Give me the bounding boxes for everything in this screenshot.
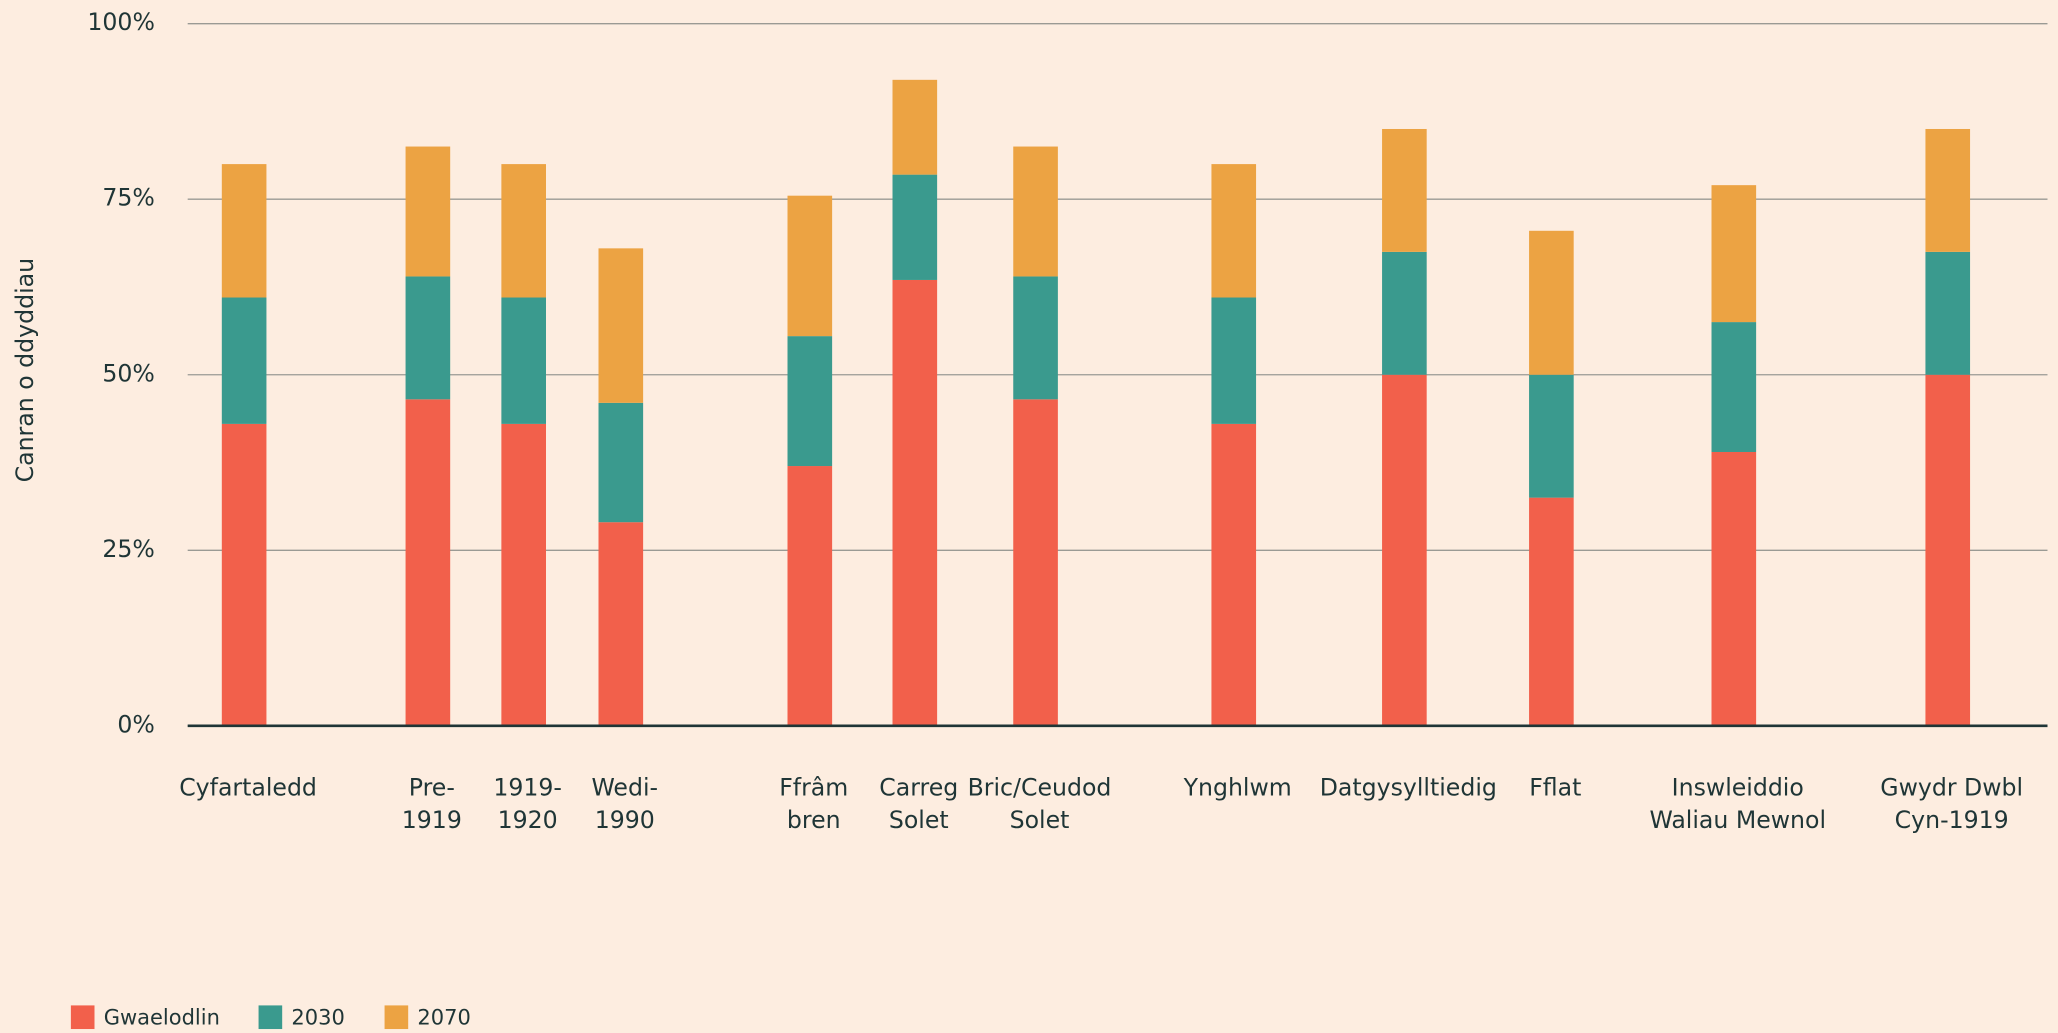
bar-segment	[1529, 497, 1574, 726]
bar-segment	[405, 146, 451, 277]
bar-segment	[1925, 128, 1971, 252]
x-tick-label: Cyn-1919	[1895, 806, 2009, 834]
bar-segment	[787, 195, 833, 337]
x-tick-label: Solet	[889, 806, 949, 834]
bar-segment	[1211, 164, 1257, 298]
bar-segment	[1382, 251, 1427, 375]
legend-swatch	[258, 1005, 283, 1030]
bar-segment	[405, 399, 451, 726]
legend-swatch	[70, 1005, 95, 1030]
x-tick-label: Bric/Ceudod	[968, 773, 1112, 801]
bar-segment	[892, 79, 938, 175]
x-tick-label: 1990	[595, 806, 655, 834]
bar-segment	[1711, 451, 1757, 726]
x-tick-label: Waliau Mewnol	[1649, 806, 1826, 834]
y-tick-label: 75%	[102, 184, 154, 212]
bar-segment	[598, 522, 644, 726]
x-tick-label: Cyfartaledd	[179, 773, 317, 801]
legend-label: 2030	[291, 1006, 344, 1030]
bar-segment	[1925, 374, 1971, 726]
x-tick-label: Gwydr Dwbl	[1880, 773, 2023, 801]
y-tick-label: 100%	[87, 8, 155, 36]
bar-segment	[787, 466, 833, 726]
bar-segment	[787, 336, 833, 467]
bar-segment	[1529, 374, 1574, 498]
bar-segment	[501, 423, 546, 726]
bar-segment	[1013, 399, 1058, 726]
bar-segment	[1013, 276, 1058, 400]
legend-label: 2070	[417, 1006, 470, 1030]
bar-segment	[405, 276, 451, 400]
x-tick-label: Ffrâm	[779, 773, 848, 801]
y-tick-label: 0%	[117, 710, 154, 738]
bar-segment	[1529, 230, 1574, 375]
bar-segment	[501, 164, 546, 298]
legend-swatch	[384, 1005, 409, 1030]
bar-segment	[1211, 297, 1257, 424]
x-tick-label: 1919-	[493, 773, 562, 801]
x-tick-label: 1920	[498, 806, 558, 834]
x-tick-label: Carreg	[879, 773, 958, 801]
x-tick-label: Datgysylltiedig	[1320, 773, 1497, 801]
x-tick-label: Solet	[1010, 806, 1070, 834]
bar-segment	[221, 423, 267, 726]
bar-segment	[1711, 185, 1757, 323]
x-tick-label: bren	[787, 806, 841, 834]
bar-segment	[1382, 128, 1427, 252]
bar-segment	[1211, 423, 1257, 726]
bar-segment	[1382, 374, 1427, 726]
x-tick-label: Fflat	[1529, 773, 1581, 801]
bar-segment	[1013, 146, 1058, 277]
bar-segment	[1711, 322, 1757, 452]
x-tick-label: Inswleiddio	[1672, 773, 1804, 801]
bar-segment	[598, 402, 644, 523]
bar-segment	[892, 279, 938, 726]
x-tick-label: Ynghlwm	[1183, 773, 1292, 801]
bar-segment	[1925, 251, 1971, 375]
legend-label: Gwaelodlin	[104, 1006, 220, 1030]
y-tick-label: 50%	[102, 359, 154, 387]
x-tick-label: 1919	[402, 806, 462, 834]
y-tick-label: 25%	[102, 535, 154, 563]
bar-segment	[221, 297, 267, 424]
bar-segment	[892, 174, 938, 280]
bar-segment	[221, 164, 267, 298]
x-tick-label: Pre-	[409, 773, 455, 801]
y-axis-title: Canran o ddyddiau	[11, 258, 39, 482]
bar-segment	[501, 297, 546, 424]
bar-segment	[598, 248, 644, 403]
x-tick-label: Wedi-	[591, 773, 658, 801]
